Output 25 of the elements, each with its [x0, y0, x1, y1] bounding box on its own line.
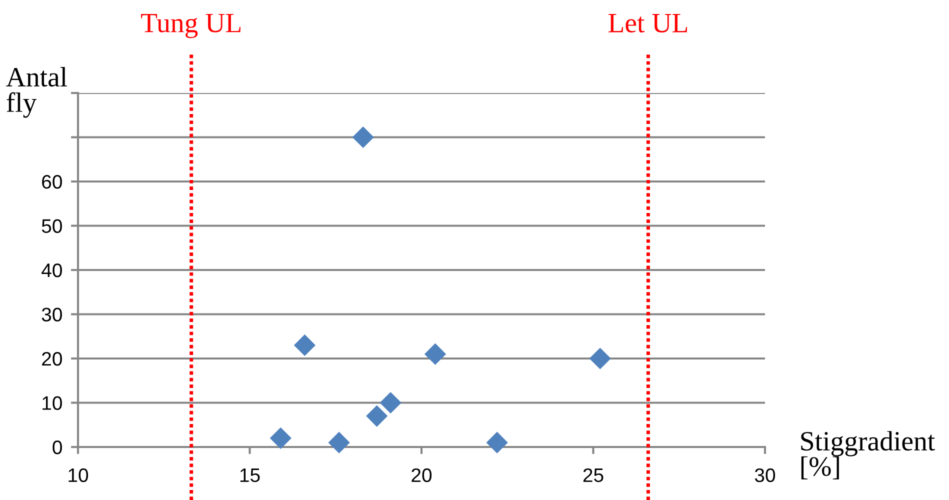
- y-tick-label: 20: [42, 352, 62, 366]
- point: [294, 334, 316, 356]
- x-tick-label: 25: [583, 468, 604, 482]
- point: [486, 432, 508, 454]
- x-tick-label: 30: [754, 468, 776, 482]
- point: [270, 428, 292, 449]
- y-tick-label: 50: [42, 219, 62, 233]
- ref-line-label: Let UL: [608, 14, 688, 32]
- y-axis-title: Antal fly: [6, 67, 68, 118]
- x-axis-title: Stiggradient [%]: [801, 431, 935, 480]
- x-tick-label: 10: [68, 468, 88, 482]
- y-tick-label: 60: [42, 174, 62, 189]
- point: [328, 432, 350, 454]
- point: [352, 126, 374, 148]
- point: [424, 344, 446, 365]
- point: [380, 392, 402, 414]
- y-tick-label: 10: [42, 396, 62, 410]
- x-tick-label: 20: [412, 468, 432, 482]
- y-tick-label: 0: [52, 440, 62, 454]
- y-tick-label: 40: [42, 263, 62, 278]
- ref-line-label: Tung UL: [141, 14, 241, 38]
- y-tick-label: 30: [42, 308, 62, 322]
- point: [366, 406, 388, 427]
- point: [590, 348, 611, 370]
- x-tick-label: 15: [240, 468, 260, 482]
